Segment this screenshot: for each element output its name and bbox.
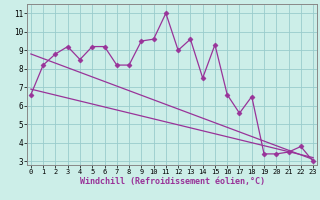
X-axis label: Windchill (Refroidissement éolien,°C): Windchill (Refroidissement éolien,°C) (79, 177, 265, 186)
